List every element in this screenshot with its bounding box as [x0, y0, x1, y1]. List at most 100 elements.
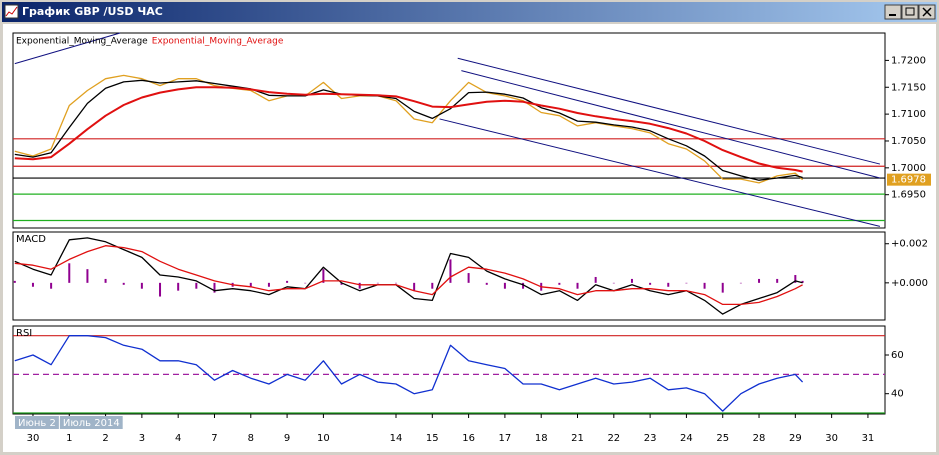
histogram-bar	[485, 282, 488, 285]
histogram-bar	[104, 278, 107, 283]
window-title: График GBP /USD ЧАС	[22, 5, 163, 18]
window-icon-line	[5, 6, 18, 17]
y-tick-label: 1.7000	[891, 163, 926, 174]
trend-line	[14, 32, 121, 65]
x-tick-label: 23	[644, 433, 657, 444]
y-tick-label: 1.7200	[891, 55, 926, 66]
histogram-bar	[394, 282, 397, 284]
histogram-bar	[467, 273, 470, 283]
histogram-bar	[794, 275, 797, 283]
histogram-bar	[739, 282, 742, 284]
histogram-bar	[140, 282, 143, 289]
period-label-box	[15, 416, 59, 429]
legend-entry: Exponential_Moving_Average	[16, 37, 148, 47]
histogram-bar	[558, 282, 561, 285]
series-line	[14, 335, 804, 412]
histogram-bar	[177, 282, 180, 291]
histogram-bar	[449, 259, 452, 283]
x-tick-label: 14	[390, 433, 403, 444]
x-tick-label: 7	[211, 433, 217, 444]
histogram-bar	[68, 263, 71, 283]
trend-line	[457, 57, 881, 165]
plot	[13, 335, 885, 414]
series-line	[14, 86, 803, 173]
histogram-bar	[594, 276, 597, 283]
trend-line	[439, 118, 881, 227]
x-tick-label: 2	[102, 433, 108, 444]
histogram-bar	[649, 282, 652, 285]
period-label-box	[59, 416, 123, 429]
panel-frame	[12, 32, 886, 229]
x-tick-label: 25	[716, 433, 729, 444]
y-tick-label: 1.7100	[891, 109, 926, 120]
trend-line	[461, 70, 881, 179]
x-tick-label: 29	[789, 433, 802, 444]
histogram-bar	[322, 269, 325, 283]
x-tick-label: 18	[535, 433, 548, 444]
last-price-label: 1.6978	[891, 175, 926, 186]
maximize-button[interactable]	[901, 4, 919, 20]
x-tick-label: 28	[753, 433, 766, 444]
histogram-bar	[86, 269, 89, 283]
histogram-bar	[249, 282, 252, 287]
histogram-bar	[703, 282, 706, 289]
plot	[13, 237, 804, 315]
period-label: Июль 2014	[63, 418, 120, 429]
series-line	[14, 245, 803, 306]
x-tick-label: 9	[284, 433, 290, 444]
series-line	[14, 79, 803, 181]
panel-frame	[12, 231, 886, 321]
histogram-bar	[50, 282, 53, 289]
y-tick-label: 40	[891, 389, 904, 400]
chart-area	[3, 24, 936, 452]
histogram-bar	[159, 282, 162, 297]
y-tick-label: +0.002	[891, 239, 928, 250]
plot	[13, 74, 885, 222]
histogram-bar	[630, 278, 633, 283]
histogram-bar	[358, 282, 361, 289]
title-bar	[2, 2, 937, 22]
histogram-bar	[13, 280, 16, 283]
x-tick-label: 31	[862, 433, 875, 444]
panel-title: MACD	[16, 234, 46, 245]
panel-title: RSI	[16, 328, 32, 339]
histogram-bar	[376, 282, 379, 284]
histogram-bar	[286, 280, 289, 283]
histogram-bar	[340, 282, 343, 285]
x-tick-label: 17	[499, 433, 512, 444]
histogram-bar	[267, 282, 270, 287]
histogram-bar	[431, 282, 434, 289]
histogram-bar	[522, 282, 525, 289]
x-tick-label: 1	[66, 433, 72, 444]
histogram-bar	[195, 282, 198, 289]
histogram-bar	[31, 282, 34, 287]
close-button[interactable]	[918, 4, 936, 20]
x-tick-label: 10	[317, 433, 330, 444]
histogram-bar	[801, 280, 804, 283]
y-tick-label: +0.000	[891, 278, 928, 289]
x-tick-label: 22	[607, 433, 620, 444]
x-tick-label: 21	[571, 433, 584, 444]
x-tick-label: 15	[426, 433, 439, 444]
legend-entry: Exponential_Moving_Average	[152, 37, 284, 47]
histogram-bar	[685, 282, 688, 284]
histogram-bar	[503, 282, 506, 289]
series-line	[14, 237, 803, 315]
y-tick-label: 60	[891, 350, 904, 361]
x-tick-label: 16	[462, 433, 475, 444]
histogram-bar	[721, 282, 724, 293]
x-tick-label: 30	[825, 433, 838, 444]
panel-frame	[12, 325, 886, 415]
y-tick-label: 1.7050	[891, 136, 926, 147]
minimize-button[interactable]	[884, 4, 902, 20]
period-label: Июнь 2	[18, 418, 56, 429]
histogram-bar	[213, 282, 216, 293]
x-tick-label: 8	[248, 433, 254, 444]
histogram-bar	[304, 282, 307, 284]
histogram-bar	[413, 282, 416, 291]
histogram-bar	[122, 282, 125, 285]
x-tick-label: 24	[680, 433, 693, 444]
histogram-bar	[612, 282, 615, 284]
last-price-box	[887, 173, 931, 186]
